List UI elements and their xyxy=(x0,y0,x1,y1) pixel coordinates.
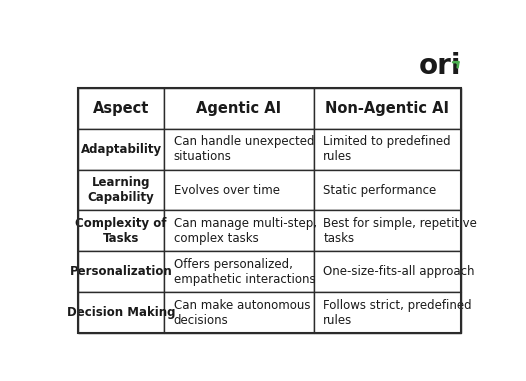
Text: Personalization: Personalization xyxy=(70,265,173,279)
Bar xyxy=(313,170,461,210)
Text: Non-Agentic AI: Non-Agentic AI xyxy=(326,101,449,116)
Bar xyxy=(313,129,461,170)
Bar xyxy=(78,251,164,292)
Text: Aspect: Aspect xyxy=(93,101,149,116)
Bar xyxy=(78,88,164,129)
Bar xyxy=(164,210,313,251)
Text: Complexity of
Tasks: Complexity of Tasks xyxy=(75,217,167,245)
Bar xyxy=(78,292,164,333)
Text: Static performance: Static performance xyxy=(323,184,437,197)
Text: Offers personalized,
empathetic interactions: Offers personalized, empathetic interact… xyxy=(174,258,316,286)
Bar xyxy=(78,129,164,170)
Text: Decision Making: Decision Making xyxy=(67,306,175,319)
Text: ori: ori xyxy=(418,51,461,80)
Bar xyxy=(313,292,461,333)
Bar xyxy=(164,292,313,333)
Bar xyxy=(78,170,164,210)
Text: Learning
Capability: Learning Capability xyxy=(88,176,155,204)
Text: Best for simple, repetitive
tasks: Best for simple, repetitive tasks xyxy=(323,217,477,245)
Bar xyxy=(164,170,313,210)
Text: Can manage multi-step,
complex tasks: Can manage multi-step, complex tasks xyxy=(174,217,317,245)
Text: Follows strict, predefined
rules: Follows strict, predefined rules xyxy=(323,299,472,327)
Bar xyxy=(313,88,461,129)
Bar xyxy=(78,88,461,333)
Text: Can make autonomous
decisions: Can make autonomous decisions xyxy=(174,299,310,327)
Text: Evolves over time: Evolves over time xyxy=(174,184,280,197)
Text: Can handle unexpected
situations: Can handle unexpected situations xyxy=(174,135,314,163)
Bar xyxy=(313,210,461,251)
Bar xyxy=(164,129,313,170)
Text: One-size-fits-all approach: One-size-fits-all approach xyxy=(323,265,475,279)
Text: Adaptability: Adaptability xyxy=(80,142,161,155)
Bar xyxy=(78,210,164,251)
Bar xyxy=(164,88,313,129)
Bar xyxy=(313,251,461,292)
Text: Agentic AI: Agentic AI xyxy=(196,101,281,116)
Bar xyxy=(164,251,313,292)
Text: Limited to predefined
rules: Limited to predefined rules xyxy=(323,135,451,163)
